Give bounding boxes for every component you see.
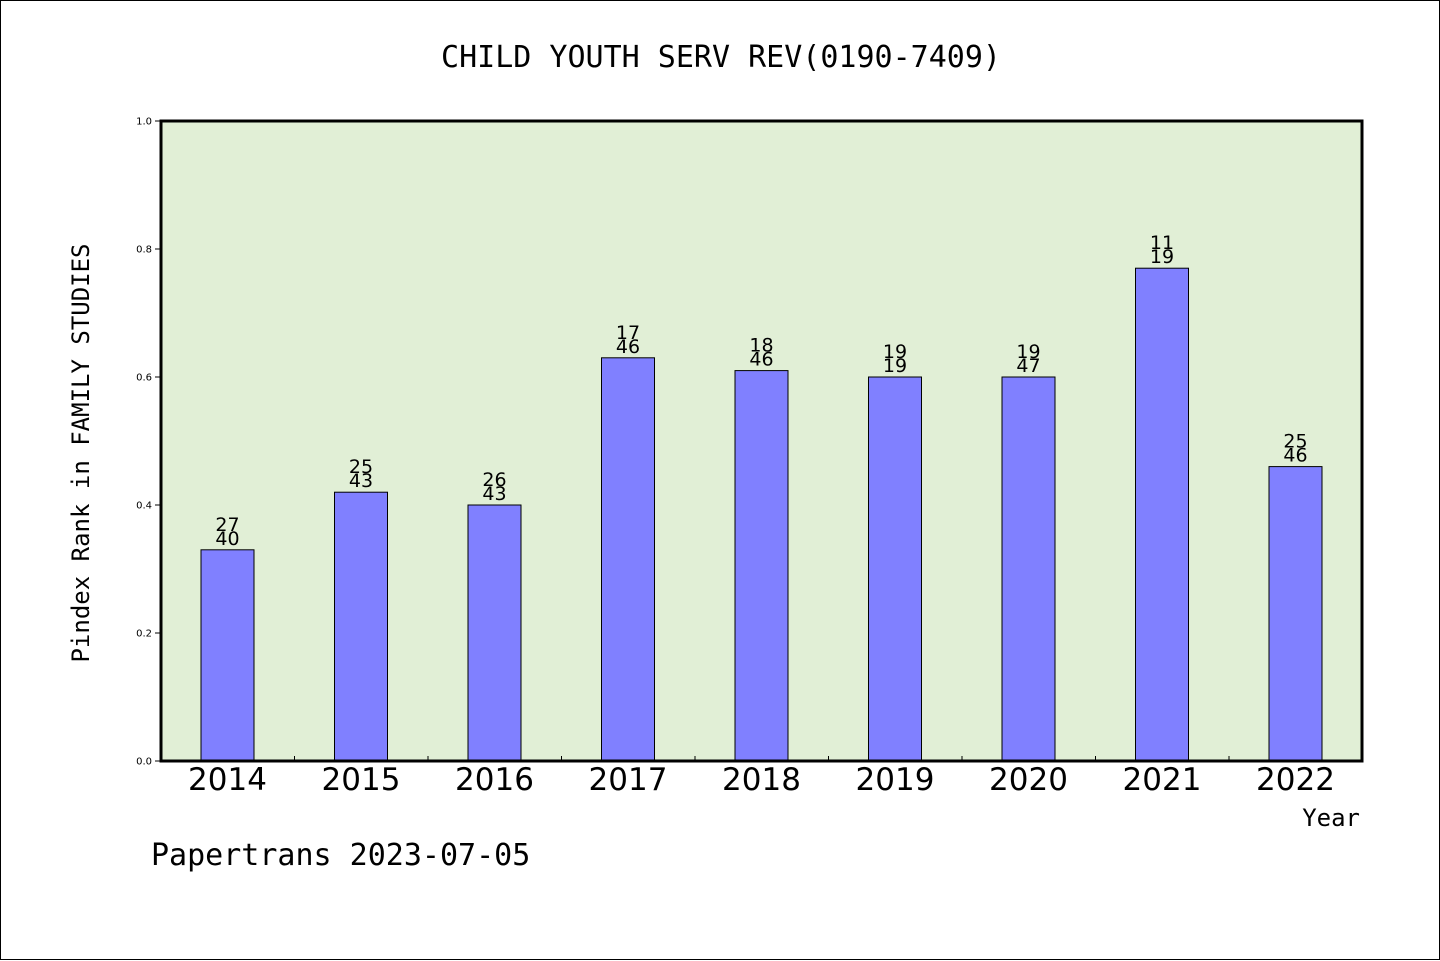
y-tick-label-0.0: 0.0: [136, 757, 152, 768]
bar-label-2018-rank: 18: [749, 335, 773, 357]
bar-label-2020-total: 47: [1016, 355, 1040, 377]
bar-2021: [1135, 267, 1189, 762]
bar-2022: [1268, 466, 1323, 762]
y-axis-label: Pindex Rank in FAMILY STUDIES: [67, 243, 95, 662]
bar-label-2016-rank: 26: [482, 469, 506, 491]
bar-label-2014-rank: 27: [215, 514, 239, 536]
x-axis-label: Year: [1302, 804, 1360, 832]
bar-label-2019-total: 19: [883, 355, 907, 377]
y-tick-label-0.8: 0.8: [136, 245, 152, 256]
bar-2017: [601, 357, 655, 762]
bar-label-2015-rank: 25: [349, 456, 373, 478]
bar-label-2014-total: 40: [215, 528, 239, 550]
bar-2018: [734, 370, 789, 762]
bar-label-2017-total: 46: [616, 336, 640, 358]
x-tick-label-2018: 2018: [722, 762, 801, 798]
bar-2014: [200, 549, 255, 762]
bar-label-2022-total: 46: [1283, 445, 1307, 467]
footer-watermark: Papertrans 2023-07-05: [151, 838, 530, 873]
bar-label-2020-rank: 19: [1016, 341, 1040, 363]
bar-label-2016-total: 43: [482, 483, 506, 505]
bar-2015: [334, 491, 388, 762]
y-tick-label-0.2: 0.2: [136, 629, 152, 640]
y-tick-label-0.4: 0.4: [136, 501, 152, 512]
x-tick-label-2014: 2014: [188, 762, 267, 798]
chart-title: CHILD YOUTH SERV REV(0190-7409): [441, 40, 1001, 75]
bar-label-2018-total: 46: [749, 349, 773, 371]
x-tick-label-2017: 2017: [589, 762, 668, 798]
x-tick-label-2021: 2021: [1123, 762, 1202, 798]
bar-2020: [1001, 376, 1056, 762]
bar-label-2022-rank: 25: [1283, 431, 1307, 453]
bar-2019: [868, 376, 922, 762]
bar-label-2021-rank: 11: [1150, 232, 1174, 254]
y-tick-label-1.0: 1.0: [136, 117, 152, 128]
bar-label-2017-rank: 17: [616, 322, 640, 344]
y-tick-label-0.6: 0.6: [136, 373, 152, 384]
x-axis-ticks: 2014 2015 2016 2017 2018 2019 2020 2021 2022: [188, 756, 1335, 798]
bar-label-2019-rank: 19: [883, 341, 907, 363]
bar-2016: [467, 504, 522, 762]
x-tick-label-2019: 2019: [856, 762, 935, 798]
x-tick-label-2020: 2020: [989, 762, 1068, 798]
x-tick-label-2022: 2022: [1256, 762, 1335, 798]
x-tick-label-2015: 2015: [322, 762, 401, 798]
bars: [200, 267, 1323, 762]
bar-label-2015-total: 43: [349, 470, 373, 492]
y-axis-ticks: 0.0 0.2 0.4 0.6 0.8 1.0: [136, 117, 161, 768]
bar-label-2021-total: 19: [1150, 246, 1174, 268]
x-tick-label-2016: 2016: [455, 762, 534, 798]
plot-border: [159, 119, 1364, 763]
